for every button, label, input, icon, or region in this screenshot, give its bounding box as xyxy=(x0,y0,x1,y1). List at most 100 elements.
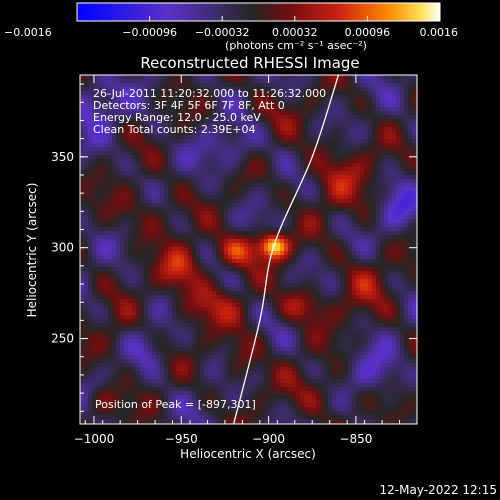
heatmap-cell xyxy=(192,131,196,135)
heatmap-cell xyxy=(100,231,104,235)
heatmap-cell xyxy=(320,75,324,79)
heatmap-cell xyxy=(156,175,160,179)
heatmap-cell xyxy=(264,175,268,179)
heatmap-cell xyxy=(324,183,328,187)
heatmap-cell xyxy=(372,183,376,187)
heatmap-cell xyxy=(312,227,316,231)
heatmap-cell xyxy=(152,147,156,151)
heatmap-cell xyxy=(288,183,292,187)
heatmap-cell xyxy=(128,95,132,99)
heatmap-cell xyxy=(232,179,236,183)
heatmap-cell xyxy=(400,119,404,123)
heatmap-cell xyxy=(388,155,392,159)
heatmap-cell xyxy=(152,243,156,247)
heatmap-cell xyxy=(100,167,104,171)
heatmap-cell xyxy=(240,291,244,295)
heatmap-cell xyxy=(332,183,336,187)
heatmap-cell xyxy=(248,175,252,179)
heatmap-cell xyxy=(384,143,388,147)
heatmap-cell xyxy=(304,147,308,151)
heatmap-cell xyxy=(208,79,212,83)
heatmap-cell xyxy=(348,211,352,215)
heatmap-cell xyxy=(228,147,232,151)
heatmap-cell xyxy=(188,231,192,235)
heatmap-cell xyxy=(284,207,288,211)
heatmap-cell xyxy=(396,87,400,91)
heatmap-cell xyxy=(284,131,288,135)
heatmap-cell xyxy=(96,295,100,299)
heatmap-cell xyxy=(284,251,288,255)
heatmap-cell xyxy=(224,247,228,251)
heatmap-cell xyxy=(164,75,168,79)
heatmap-cell xyxy=(112,103,116,107)
heatmap-cell xyxy=(264,131,268,135)
heatmap-cell xyxy=(96,227,100,231)
heatmap-cell xyxy=(348,247,352,251)
heatmap-cell xyxy=(136,143,140,147)
heatmap-cell xyxy=(208,279,212,283)
heatmap-cell xyxy=(348,199,352,203)
heatmap-cell xyxy=(356,247,360,251)
heatmap-cell xyxy=(280,139,284,143)
heatmap-cell xyxy=(164,131,168,135)
heatmap-cell xyxy=(272,87,276,91)
heatmap-cell xyxy=(160,299,164,303)
heatmap-cell xyxy=(128,107,132,111)
heatmap-cell xyxy=(364,259,368,263)
heatmap-cell xyxy=(140,267,144,271)
heatmap-cell xyxy=(280,119,284,123)
heatmap-cell xyxy=(160,155,164,159)
heatmap-cell xyxy=(196,159,200,163)
heatmap-cell xyxy=(148,223,152,227)
heatmap-cell xyxy=(176,295,180,299)
heatmap-cell xyxy=(396,267,400,271)
heatmap-cell xyxy=(276,171,280,175)
heatmap-cell xyxy=(80,183,84,187)
heatmap-cell xyxy=(232,75,236,79)
heatmap-cell xyxy=(248,243,252,247)
heatmap-cell xyxy=(116,135,120,139)
heatmap-cell xyxy=(308,303,312,307)
heatmap-cell xyxy=(208,203,212,207)
heatmap-cell xyxy=(380,139,384,143)
heatmap-cell xyxy=(96,139,100,143)
heatmap-cell xyxy=(192,215,196,219)
heatmap-cell xyxy=(392,287,396,291)
heatmap-cell xyxy=(252,291,256,295)
heatmap-cell xyxy=(216,115,220,119)
heatmap-cell xyxy=(252,235,256,239)
heatmap-cell xyxy=(336,203,340,207)
heatmap-cell xyxy=(152,135,156,139)
heatmap-cell xyxy=(292,295,296,299)
heatmap-cell xyxy=(244,87,248,91)
heatmap-cell xyxy=(260,103,264,107)
heatmap-cell xyxy=(380,223,384,227)
heatmap-cell xyxy=(308,75,312,79)
heatmap-cell xyxy=(172,251,176,255)
heatmap-cell xyxy=(196,207,200,211)
heatmap-cell xyxy=(116,127,120,131)
heatmap-cell xyxy=(192,235,196,239)
heatmap-cell xyxy=(396,151,400,155)
heatmap-cell xyxy=(408,95,412,99)
heatmap-cell xyxy=(256,139,260,143)
heatmap-cell xyxy=(372,187,376,191)
heatmap-cell xyxy=(228,295,232,299)
heatmap-cell xyxy=(316,111,320,115)
heatmap-cell xyxy=(252,83,256,87)
heatmap-cell xyxy=(368,263,372,267)
heatmap-cell xyxy=(160,115,164,119)
heatmap-cell xyxy=(124,303,128,307)
heatmap-cell xyxy=(148,291,152,295)
heatmap-cell xyxy=(408,75,412,79)
heatmap-cell xyxy=(128,135,132,139)
heatmap-cell xyxy=(412,167,416,171)
heatmap-cell xyxy=(244,211,248,215)
heatmap-cell xyxy=(376,151,380,155)
heatmap-cell xyxy=(332,223,336,227)
heatmap-cell xyxy=(272,143,276,147)
heatmap-cell xyxy=(176,143,180,147)
heatmap-cell xyxy=(368,163,372,167)
heatmap-cell xyxy=(144,171,148,175)
heatmap-cell xyxy=(312,203,316,207)
